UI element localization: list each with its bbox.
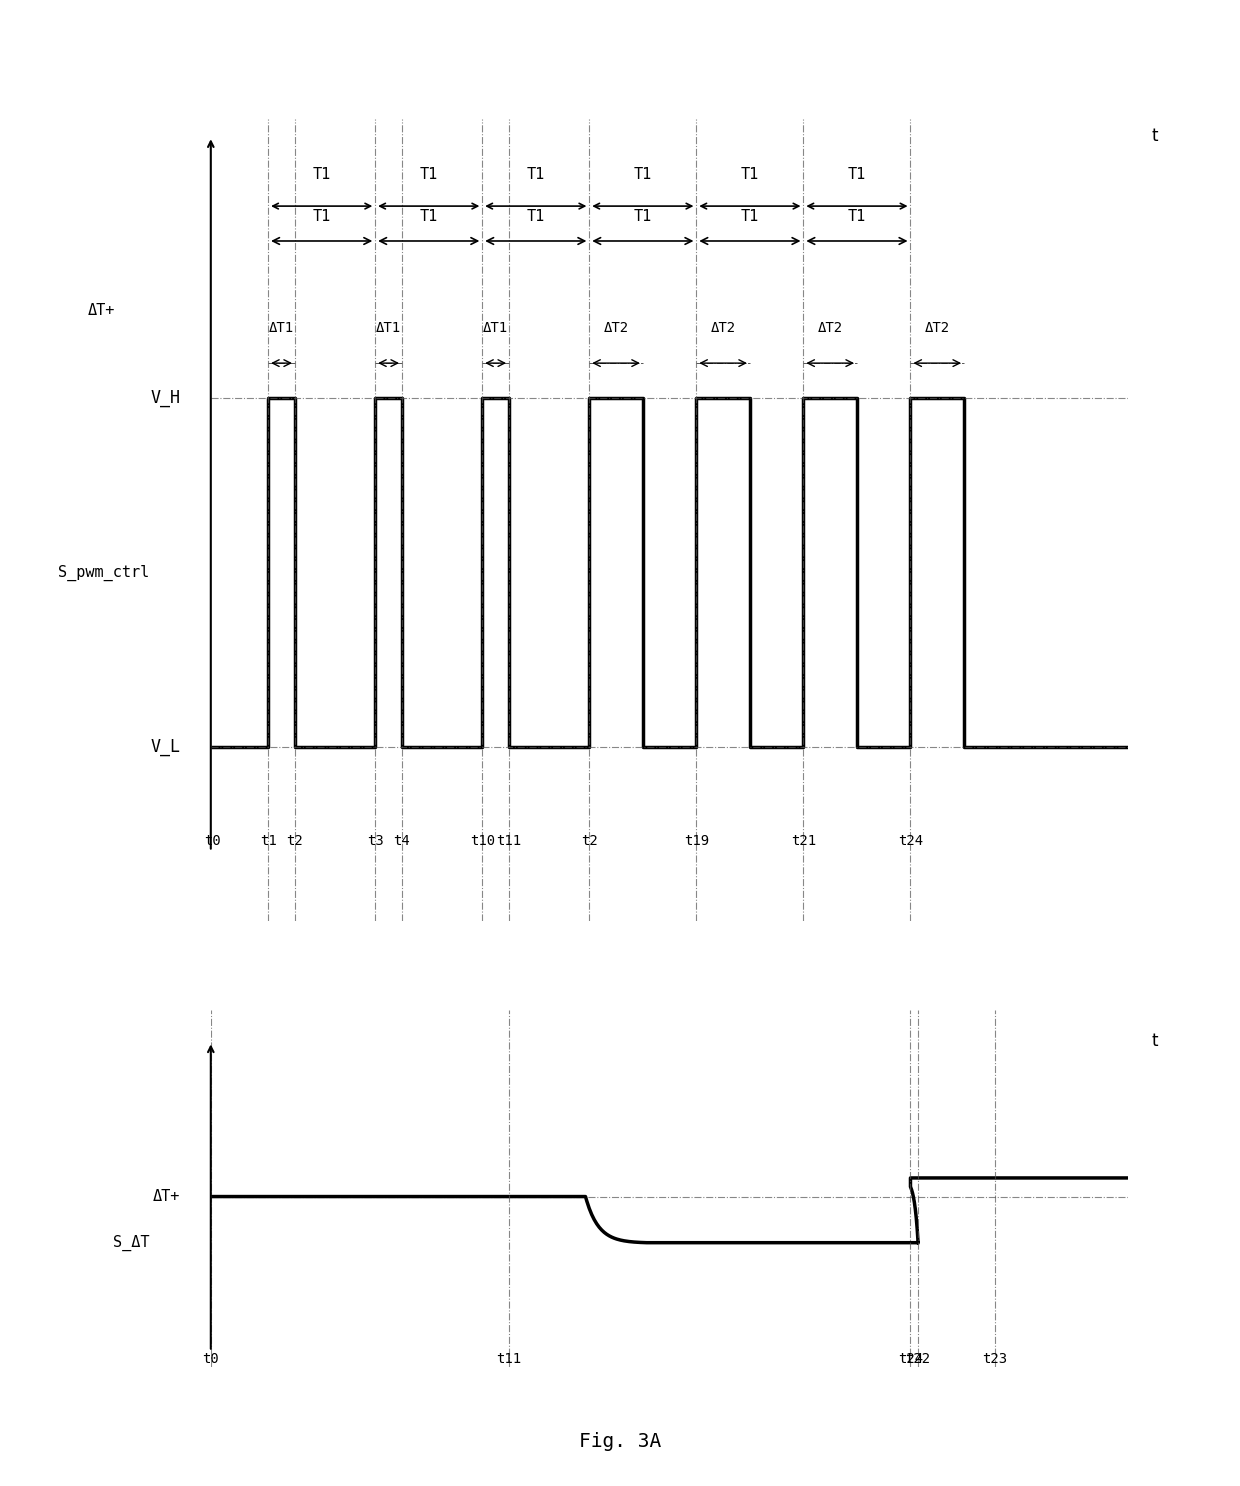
Text: t19: t19: [683, 834, 709, 849]
Text: t0: t0: [205, 834, 221, 849]
Text: t: t: [1152, 128, 1158, 146]
Text: t24: t24: [898, 834, 923, 849]
Text: t4: t4: [393, 834, 410, 849]
Text: ΔT2: ΔT2: [817, 321, 843, 336]
Text: ΔT2: ΔT2: [604, 321, 629, 336]
Text: ΔT1: ΔT1: [376, 321, 402, 336]
Text: t: t: [1152, 1033, 1158, 1051]
Text: S_ΔT: S_ΔT: [113, 1235, 150, 1251]
Text: T1: T1: [634, 208, 652, 223]
Text: t1: t1: [259, 834, 277, 849]
Text: ΔT+: ΔT+: [88, 303, 115, 318]
Text: T1: T1: [848, 166, 866, 181]
Text: t24: t24: [898, 1352, 923, 1366]
Text: V_H: V_H: [150, 389, 180, 407]
Text: ΔT+: ΔT+: [153, 1189, 180, 1204]
Text: T1: T1: [634, 166, 652, 181]
Text: t21: t21: [791, 834, 816, 849]
Text: t2: t2: [286, 834, 304, 849]
Text: ΔT2: ΔT2: [925, 321, 950, 336]
Text: t11: t11: [496, 1352, 522, 1366]
Text: T1: T1: [740, 166, 759, 181]
Text: t11: t11: [496, 834, 522, 849]
Text: T1: T1: [848, 208, 866, 223]
Text: t0: t0: [202, 1352, 219, 1366]
Text: ΔT1: ΔT1: [484, 321, 508, 336]
Text: t2: t2: [580, 834, 598, 849]
Text: T1: T1: [419, 166, 438, 181]
Text: Fig. 3A: Fig. 3A: [579, 1433, 661, 1450]
Text: T1: T1: [419, 208, 438, 223]
Text: t22: t22: [905, 1352, 931, 1366]
Text: T1: T1: [312, 166, 331, 181]
Text: ΔT2: ΔT2: [711, 321, 735, 336]
Text: T1: T1: [312, 208, 331, 223]
Text: T1: T1: [740, 208, 759, 223]
Text: T1: T1: [527, 166, 544, 181]
Text: V_L: V_L: [150, 739, 180, 756]
Text: ΔT1: ΔT1: [269, 321, 294, 336]
Text: S_pwm_ctrl: S_pwm_ctrl: [58, 565, 150, 581]
Text: t10: t10: [470, 834, 495, 849]
Text: T1: T1: [527, 208, 544, 223]
Text: t3: t3: [367, 834, 383, 849]
Text: t23: t23: [982, 1352, 1007, 1366]
